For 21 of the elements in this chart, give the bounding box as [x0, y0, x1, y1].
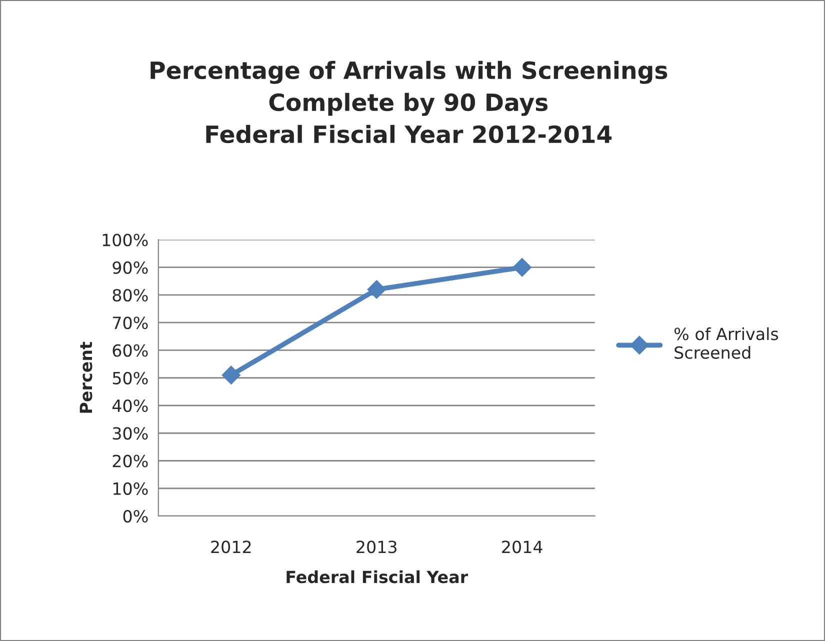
y-tick-label: 70%	[113, 316, 148, 330]
y-tick-label: 0%	[123, 510, 148, 523]
point	[222, 366, 240, 384]
legend-label: % of Arrivals Screened	[674, 327, 778, 359]
y-tick-label: 60%	[112, 344, 148, 357]
x-axis-title: Federal Fiscial Year	[286, 570, 468, 584]
point	[512, 258, 532, 277]
chart-title: Percentage of Arrivals with Screenings Complete by 90 Days Federal Fiscial Year 2012-2014	[150, 60, 668, 144]
x-tick-label: 2014	[502, 540, 542, 554]
y-axis-title: Percent	[80, 342, 92, 413]
y-tick-label: 100%	[102, 234, 148, 246]
y-tick-label: 80%	[112, 288, 148, 302]
x-tick-label: 2012	[211, 540, 251, 554]
x-tick-label: 2013	[356, 540, 396, 554]
y-tick-label: 40%	[112, 399, 148, 412]
y-tick-label: 20%	[112, 454, 148, 468]
y-tick-label: 10%	[113, 482, 148, 495]
y-tick-label: 50%	[112, 372, 148, 384]
y-tick-label: 90%	[112, 261, 148, 274]
y-tick-label: 30%	[112, 427, 148, 440]
point	[367, 280, 386, 299]
